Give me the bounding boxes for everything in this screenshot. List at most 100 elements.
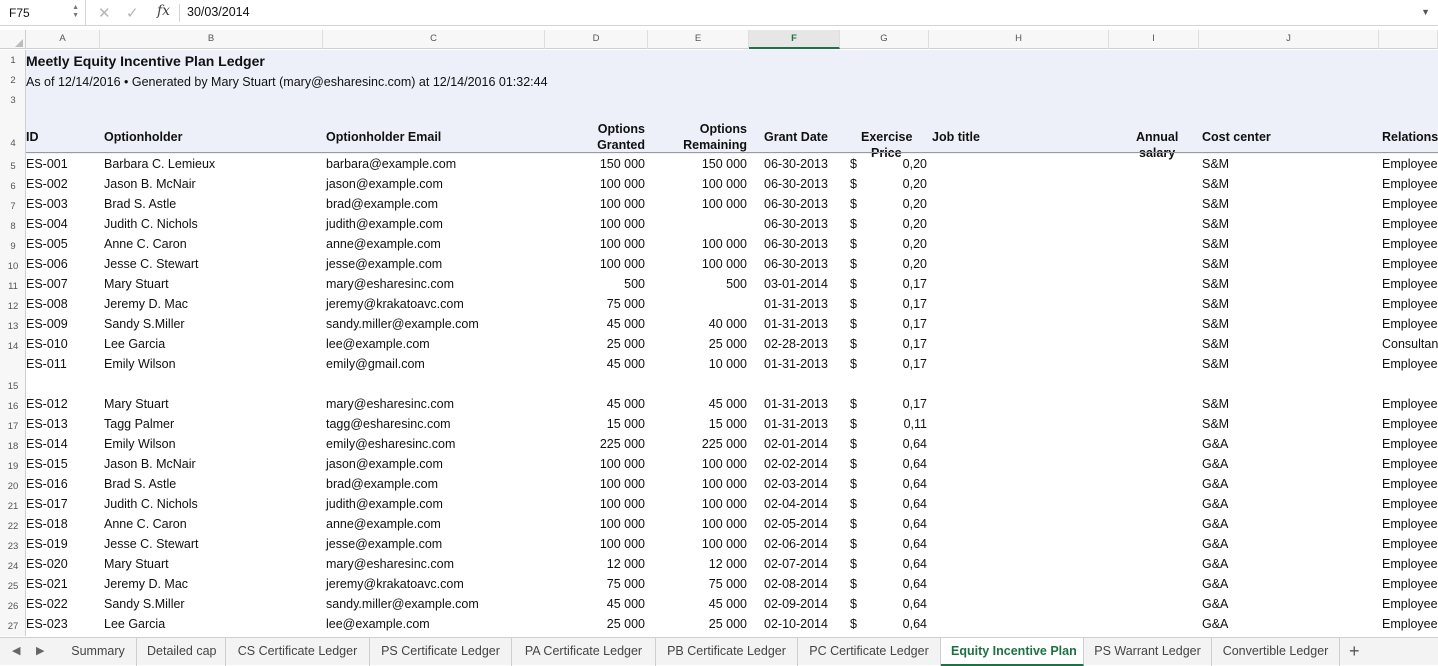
column-header-j[interactable]: J [1199,30,1379,49]
cell-id[interactable]: ES-022 [26,597,68,611]
cell-options-remaining[interactable]: 45 000 [708,397,747,411]
cell-options-remaining[interactable]: 12 000 [708,557,747,571]
cell-currency[interactable]: $ [850,357,857,371]
cell-email[interactable]: lee@example.com [326,337,430,351]
name-box-spinner-icon[interactable]: ▲ ▼ [72,4,79,19]
cell-cost-center[interactable]: S&M [1202,297,1230,311]
cell-exercise-price[interactable]: 0,17 [902,357,927,371]
cell-currency[interactable]: $ [850,397,857,411]
cell-options-granted[interactable]: 500 [624,277,645,291]
cell-relationship[interactable]: Employee [1382,457,1438,471]
cell-exercise-price[interactable]: 0,64 [902,497,927,511]
cell-cost-center[interactable]: S&M [1202,177,1230,191]
row-number[interactable]: 11 [8,281,18,292]
cell-id[interactable]: ES-007 [26,277,68,291]
cell-email[interactable]: sandy.miller@example.com [326,317,479,331]
cell-grant-date[interactable]: 01-31-2013 [764,297,828,311]
cell-options-granted[interactable]: 100 000 [599,477,645,491]
cell-relationship[interactable]: Employee [1382,397,1438,411]
cell-currency[interactable]: $ [850,457,857,471]
cell-exercise-price[interactable]: 0,64 [902,617,927,631]
cell-optionholder[interactable]: Brad S. Astle [104,197,177,211]
cell-email[interactable]: anne@example.com [326,517,441,531]
cell-id[interactable]: ES-018 [26,517,68,531]
cell-options-remaining[interactable]: 150 000 [701,157,747,171]
spreadsheet-grid[interactable]: 1 2 3 4 Meetly Equity Incentive Plan Ledger A… [0,50,1438,636]
cell-options-remaining[interactable]: 10 000 [708,357,747,371]
sheet-tab-convertible-ledger[interactable]: Convertible Ledger [1212,638,1340,666]
cell-optionholder[interactable]: Mary Stuart [104,397,169,411]
cell-cost-center[interactable]: S&M [1202,257,1230,271]
cell-optionholder[interactable]: Anne C. Caron [104,517,187,531]
cell-optionholder[interactable]: Jason B. McNair [104,177,196,191]
cell-cost-center[interactable]: S&M [1202,197,1230,211]
cell-grant-date[interactable]: 02-07-2014 [764,557,828,571]
cell-email[interactable]: brad@example.com [326,197,439,211]
sheet-tab-summary[interactable]: Summary [60,638,137,666]
cell-options-granted[interactable]: 100 000 [599,177,645,191]
column-header-d[interactable]: D [545,30,648,49]
cell-email[interactable]: emily@gmail.com [326,357,425,371]
cell-currency[interactable]: $ [850,577,857,591]
cell-reference[interactable]: F75 [9,6,30,20]
select-all-corner[interactable] [0,30,26,49]
cell-cost-center[interactable]: G&A [1202,577,1229,591]
cell-exercise-price[interactable]: 0,64 [902,557,927,571]
formula-input[interactable]: 30/03/2014 [187,5,250,19]
cell-optionholder[interactable]: Jason B. McNair [104,457,196,471]
cell-id[interactable]: ES-002 [26,177,68,191]
add-sheet-button[interactable]: + [1349,641,1360,661]
cell-cost-center[interactable]: S&M [1202,277,1230,291]
cell-relationship[interactable]: Employee [1382,597,1438,611]
cell-cost-center[interactable]: G&A [1202,517,1229,531]
cell-options-remaining[interactable]: 100 000 [701,237,747,251]
cell-options-granted[interactable]: 75 000 [606,297,645,311]
cell-relationship[interactable]: Employee [1382,217,1438,231]
cell-optionholder[interactable]: Jesse C. Stewart [104,537,199,551]
cell-exercise-price[interactable]: 0,20 [902,197,927,211]
cell-currency[interactable]: $ [850,537,857,551]
cell-relationship[interactable]: Employee [1382,237,1438,251]
cell-grant-date[interactable]: 01-31-2013 [764,397,828,411]
cell-options-granted[interactable]: 45 000 [606,397,645,411]
cell-relationship[interactable]: Employee [1382,157,1438,171]
cell-exercise-price[interactable]: 0,64 [902,457,927,471]
column-header-g[interactable]: G [840,30,929,49]
cell-grant-date[interactable]: 02-05-2014 [764,517,828,531]
cell-grant-date[interactable]: 06-30-2013 [764,217,828,231]
cell-options-granted[interactable]: 100 000 [599,457,645,471]
cell-exercise-price[interactable]: 0,20 [902,177,927,191]
row-number[interactable]: 16 [7,401,19,412]
row-number[interactable]: 14 [7,341,19,352]
cell-options-remaining[interactable]: 100 000 [701,477,747,491]
cell-currency[interactable]: $ [850,157,857,171]
cell-id[interactable]: ES-008 [26,297,68,311]
cell-email[interactable]: brad@example.com [326,477,439,491]
cell-cost-center[interactable]: S&M [1202,317,1230,331]
cell-id[interactable]: ES-016 [26,477,68,491]
cell-options-remaining[interactable]: 15 000 [708,417,747,431]
previous-sheet-icon[interactable]: ◀ [12,645,21,657]
row-number[interactable]: 12 [7,301,19,312]
cell-cost-center[interactable]: S&M [1202,237,1230,251]
cell-email[interactable]: judith@example.com [326,217,443,231]
cell-grant-date[interactable]: 02-01-2014 [764,437,828,451]
cell-options-remaining[interactable]: 225 000 [701,437,747,451]
row-number[interactable]: 15 [7,381,19,392]
cell-options-remaining[interactable]: 25 000 [708,337,747,351]
cell-email[interactable]: jeremy@krakatoavc.com [326,577,464,591]
cell-options-granted[interactable]: 25 000 [606,617,645,631]
cell-options-granted[interactable]: 225 000 [599,437,645,451]
cell-currency[interactable]: $ [850,517,857,531]
cell-relationship[interactable]: Employee [1382,437,1438,451]
cell-grant-date[interactable]: 02-04-2014 [764,497,828,511]
cell-grant-date[interactable]: 01-31-2013 [764,357,828,371]
column-header-a[interactable]: A [26,30,100,49]
cell-id[interactable]: ES-015 [26,457,68,471]
cell-id[interactable]: ES-021 [26,577,68,591]
cell-email[interactable]: jason@example.com [326,177,443,191]
cell-grant-date[interactable]: 06-30-2013 [764,257,828,271]
cell-cost-center[interactable]: S&M [1202,157,1230,171]
row-number[interactable]: 4 [10,138,16,149]
cell-cost-center[interactable]: G&A [1202,557,1229,571]
